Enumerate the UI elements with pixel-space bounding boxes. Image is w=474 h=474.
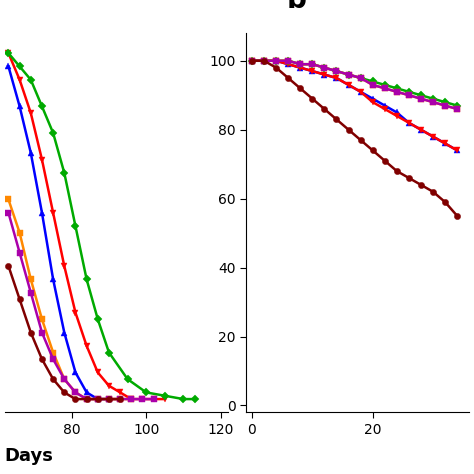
Text: Days: Days bbox=[5, 447, 54, 465]
Text: b: b bbox=[286, 0, 306, 14]
